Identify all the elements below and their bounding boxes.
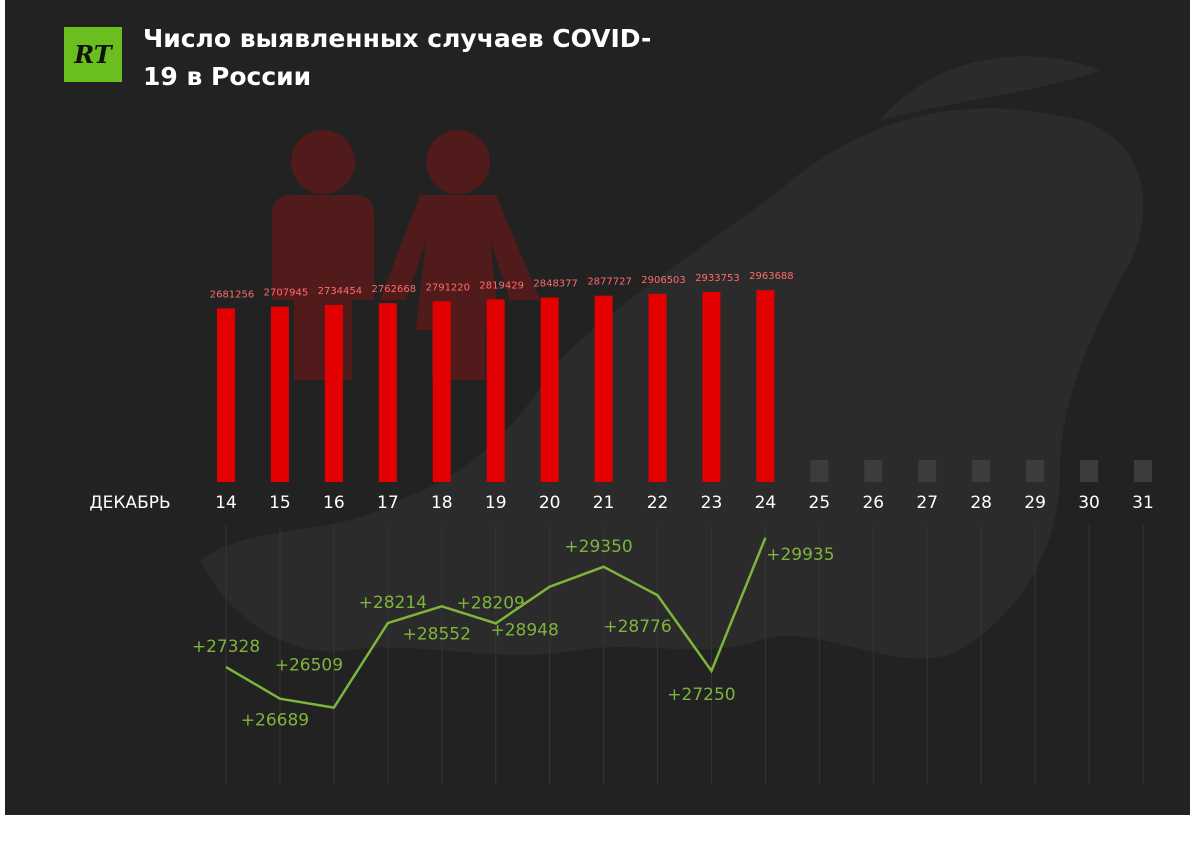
placeholder-bar — [1080, 460, 1099, 482]
placeholder-bar — [1026, 460, 1045, 482]
bar-label: 2762668 — [372, 284, 417, 295]
placeholder-bar — [864, 460, 883, 482]
placeholder-bar — [810, 460, 829, 482]
bar — [540, 297, 559, 482]
x-tick-label: 21 — [593, 493, 615, 513]
x-tick-label: 15 — [269, 493, 291, 513]
bar — [378, 303, 397, 482]
line-label: +29350 — [564, 537, 632, 557]
line-label: +28214 — [359, 593, 427, 613]
bar — [432, 301, 451, 482]
placeholder-bar — [918, 460, 937, 482]
bar — [702, 292, 721, 482]
bar-label: 2963688 — [749, 271, 794, 282]
bar-label: 2707945 — [264, 288, 309, 299]
placeholder-bar — [972, 460, 991, 482]
x-tick-label: 19 — [485, 493, 507, 513]
bar-label: 2906503 — [641, 275, 686, 286]
x-tick-label: 25 — [809, 493, 831, 513]
bar — [324, 304, 343, 482]
x-tick-label: 28 — [970, 493, 992, 513]
x-tick-label: 16 — [323, 493, 345, 513]
line-label: +28552 — [403, 624, 471, 644]
x-tick-label: 26 — [862, 493, 884, 513]
line-label: +28209 — [457, 593, 525, 613]
x-tick-label: 31 — [1132, 493, 1154, 513]
x-axis-label: ДЕКАБРЬ — [89, 493, 170, 513]
map-silhouette — [200, 56, 1144, 659]
x-tick-label: 20 — [539, 493, 561, 513]
x-tick-label: 27 — [916, 493, 938, 513]
bar-label: 2848377 — [533, 279, 578, 290]
x-tick-label: 14 — [215, 493, 237, 513]
bar-label: 2877727 — [587, 277, 632, 288]
bar-label: 2734454 — [318, 286, 363, 297]
logo: RT — [64, 27, 122, 82]
bar-label: 2933753 — [695, 273, 740, 284]
bar — [217, 308, 235, 482]
line-label: +27250 — [667, 685, 735, 705]
bar — [648, 293, 667, 482]
line-label: +28776 — [603, 617, 671, 637]
bar-label: 2791220 — [425, 282, 470, 293]
line — [225, 537, 767, 709]
bar-label: 2819429 — [479, 280, 524, 291]
chart-title: Число выявленных случаев COVID-19 в Росс… — [143, 24, 652, 91]
bar — [756, 290, 775, 482]
line-label: +29935 — [766, 545, 834, 565]
person-icons — [272, 130, 540, 380]
x-tick-label: 17 — [377, 493, 399, 513]
line-label: +26509 — [275, 656, 343, 676]
line-label: +26689 — [241, 711, 309, 731]
bar — [594, 295, 613, 482]
line-label: +28948 — [490, 621, 558, 641]
line-label: +27328 — [192, 637, 260, 657]
x-tick-label: 18 — [431, 493, 453, 513]
x-tick-label: 24 — [755, 493, 777, 513]
x-tick-label: 29 — [1024, 493, 1046, 513]
bar — [270, 306, 289, 482]
placeholder-bar — [1134, 460, 1152, 482]
bar — [486, 299, 505, 482]
x-tick-label: 30 — [1078, 493, 1100, 513]
x-tick-label: 22 — [647, 493, 669, 513]
x-tick-label: 23 — [701, 493, 723, 513]
bar-label: 2681256 — [210, 289, 255, 300]
